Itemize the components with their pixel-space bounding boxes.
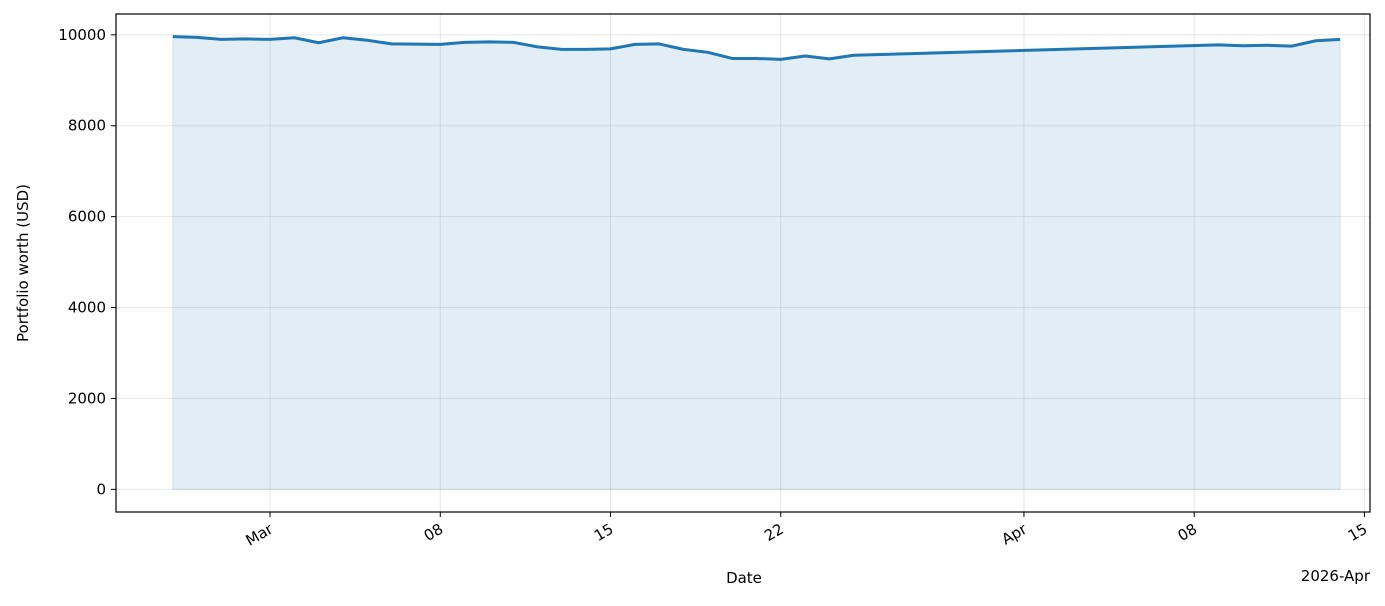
x-offset-label: 2026-Apr [1301,567,1371,585]
area [172,36,1341,490]
x-tick-label: 15 [1345,520,1371,545]
line [172,35,1341,61]
y-tick-label: 0 [96,480,106,498]
y-tick-label: 4000 [68,299,106,317]
x-tick-label: 22 [761,520,787,545]
x-tick-label: 15 [591,520,617,545]
y-tick-label: 10000 [58,26,106,44]
x-tick-label: 08 [421,520,447,545]
y-tick-label: 6000 [68,208,106,226]
x-tick-label: 08 [1175,520,1201,545]
y-tick-label: 2000 [68,389,106,407]
y-axis-label: Portfolio worth (USD) [14,184,32,342]
plot-frame [115,13,1371,513]
y-tick-label: 8000 [68,117,106,135]
x-tick-label: Mar [243,519,277,549]
x-axis-label: Date [726,569,762,587]
x-tick-label: Apr [998,519,1030,548]
